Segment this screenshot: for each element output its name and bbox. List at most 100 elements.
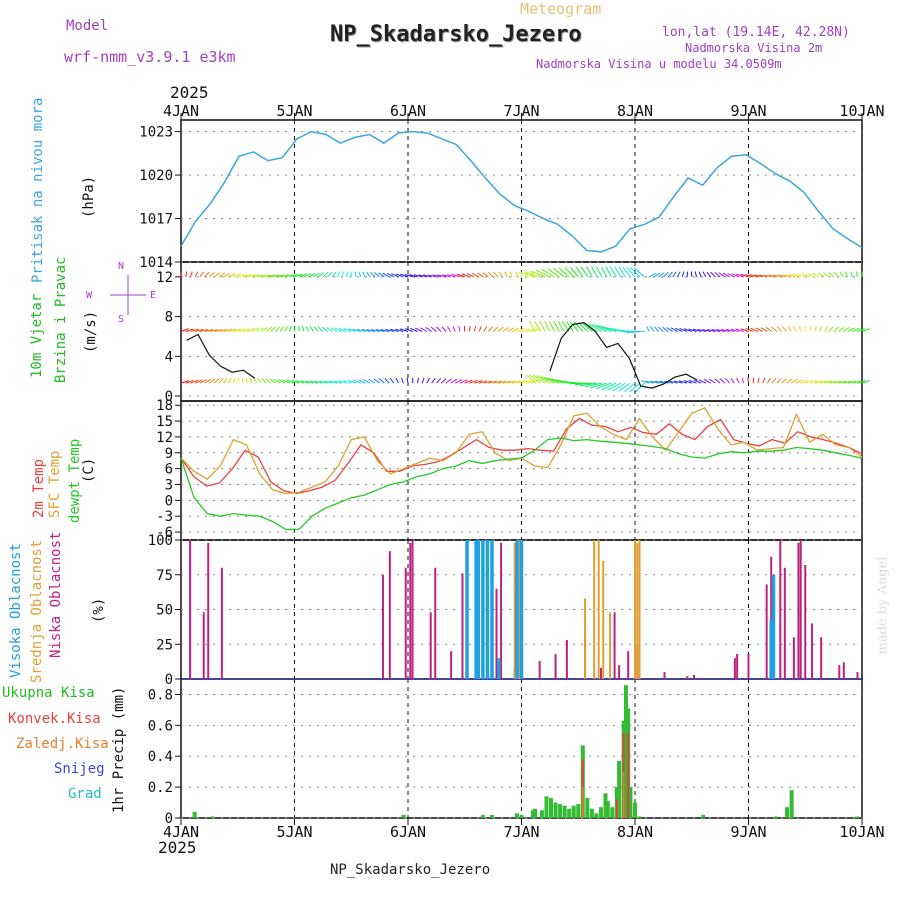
footer-station: NP_Skadarsko_Jezero <box>330 862 491 878</box>
wind-arrow <box>232 377 236 384</box>
wind-arrow <box>223 328 232 332</box>
wind-arrow <box>237 328 246 332</box>
low-cloud-bar <box>792 637 795 679</box>
wind-arrow <box>757 377 760 384</box>
wind-arrow <box>282 379 290 384</box>
wind-arrow <box>409 274 418 278</box>
wind-arrow <box>204 378 212 384</box>
wind-arrow <box>452 326 456 332</box>
total-rain-bar <box>637 816 642 818</box>
legend-freezing-rain: Zaledj.Kisa <box>16 736 109 752</box>
wind-arrow <box>698 379 707 384</box>
low-cloud-bar <box>765 584 768 679</box>
low-cloud-bar <box>783 567 786 679</box>
model-name: wrf-nmm_v3.9.1 e3km <box>64 48 236 66</box>
wind-arrow <box>278 379 286 384</box>
wind-arrow <box>861 328 870 332</box>
wind-arrow <box>509 271 513 278</box>
y-tick-label: 1017 <box>139 212 173 228</box>
wind-arrow <box>478 380 488 384</box>
wind-arrow <box>653 272 661 278</box>
wind-arrow <box>856 271 858 277</box>
wind-speed-line <box>186 333 256 379</box>
wind-arrow <box>833 326 839 332</box>
y-tick-label: 25 <box>156 637 173 653</box>
wind-arrow <box>399 328 409 332</box>
wind-arrow <box>442 274 451 278</box>
wind-arrow <box>678 380 688 384</box>
low-cloud-bar <box>599 667 602 679</box>
y-tick-label: 50 <box>156 603 173 619</box>
wind-arrow <box>570 266 579 278</box>
y-tick-label: 1023 <box>139 125 173 141</box>
high-cloud-bar <box>476 540 481 679</box>
wind-arrow <box>357 328 366 332</box>
mid-cloud-bar <box>638 540 641 679</box>
wind-arrow <box>507 380 516 384</box>
low-cloud-bar <box>686 676 689 679</box>
low-cloud-bar <box>804 565 807 679</box>
wind-arrow <box>352 328 361 332</box>
mid-cloud-bar <box>513 542 516 679</box>
wind-arrow <box>378 272 385 278</box>
wind-arrow <box>844 271 849 278</box>
wind-arrow <box>716 329 725 332</box>
wind-arrow <box>777 274 787 278</box>
wind-arrow <box>634 382 645 393</box>
wind-arrow <box>596 266 603 278</box>
wind-arrow <box>400 377 404 384</box>
wind-arrow <box>338 380 347 384</box>
wind-arrow <box>504 271 508 278</box>
wind-arrow <box>681 271 685 278</box>
compass-e: E <box>150 290 157 301</box>
freezing-rain-bar <box>622 771 625 818</box>
wind-arrow <box>425 327 432 332</box>
total-rain-bar <box>633 802 637 818</box>
wind-arrow <box>421 377 425 384</box>
total-rain-bar <box>401 814 406 818</box>
wind-arrow <box>366 329 376 332</box>
wind-arrow <box>447 326 451 332</box>
wind-arrow <box>294 273 303 278</box>
legend-convective-rain: Konvek.Kisa <box>8 711 101 727</box>
wind-arrow <box>579 382 598 387</box>
wind-arrow <box>502 380 512 384</box>
wind-arrow <box>762 377 766 384</box>
wind-arrow <box>534 321 541 332</box>
wind-arrow <box>483 380 493 384</box>
wind-arrow <box>507 327 515 332</box>
wind-arrow <box>740 328 749 332</box>
wind-arrow <box>319 380 328 384</box>
wind-arrow <box>792 273 801 278</box>
wind-arrow <box>185 271 188 277</box>
wind-arrow <box>736 273 744 278</box>
total-rain-bar <box>210 816 215 818</box>
wind-arrow <box>622 266 631 278</box>
wind-arrow <box>606 382 622 391</box>
wind-arrow <box>472 272 480 278</box>
wind-arrow <box>228 273 236 278</box>
high-cloud-bar <box>519 540 524 679</box>
wind-arrow <box>374 272 380 278</box>
wind-arrow <box>395 377 399 384</box>
mid-cloud-bar <box>636 542 639 679</box>
wind-arrow <box>420 327 428 332</box>
wind-arrow <box>842 380 852 384</box>
total-rain-bar <box>480 814 485 818</box>
wind-arrow <box>814 326 817 332</box>
wind-arrow <box>850 271 854 278</box>
wind-arrow <box>730 377 735 384</box>
wind-arrow <box>380 329 390 332</box>
wind-arrow <box>618 266 626 278</box>
wind-arrow <box>553 267 565 278</box>
low-cloud-bar <box>207 542 210 679</box>
wind-arrow <box>404 328 413 332</box>
total-rain-bar <box>628 787 633 818</box>
wind-arrow <box>861 380 871 384</box>
wind-arrow <box>427 274 437 278</box>
wind-arrow <box>289 326 292 332</box>
wind-arrow <box>404 273 413 278</box>
wind-arrow <box>373 378 380 384</box>
wind-arrow <box>385 328 394 332</box>
wind-arrow <box>823 272 830 278</box>
